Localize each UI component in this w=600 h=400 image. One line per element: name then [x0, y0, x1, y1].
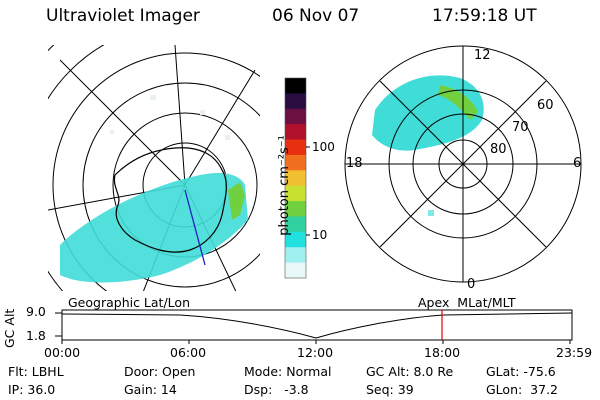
- gain-info: Gain: 14: [124, 382, 177, 397]
- colorbar-segment: [285, 170, 306, 187]
- time-tick-0000: 00:00: [44, 345, 81, 360]
- time-tick-2359: 23:59: [556, 345, 593, 360]
- altitude-chart: [55, 309, 573, 344]
- altitude-curve: [61, 312, 573, 339]
- geographic-image: [48, 45, 260, 291]
- altitude-ylabel: GC Alt: [2, 308, 17, 348]
- colorbar-segment: [285, 247, 306, 264]
- aurora-emission-left: [60, 173, 248, 283]
- time-tick-0600: 06:00: [170, 345, 207, 360]
- date-label: 06 Nov 07: [272, 6, 360, 26]
- colorbar-segment: [285, 154, 306, 171]
- colorbar-tick-100: 100: [312, 140, 335, 154]
- glon-info: GLon: 37.2: [486, 382, 558, 397]
- colorbar-segment: [285, 108, 306, 125]
- time-label: 17:59:18 UT: [432, 6, 537, 26]
- colorbar-segment: [285, 93, 306, 110]
- mode-info: Mode: Normal: [244, 364, 332, 379]
- time-tick-1800: 18:00: [424, 345, 461, 360]
- instrument-title: Ultraviolet Imager: [46, 6, 200, 26]
- ip-info: IP: 36.0: [8, 382, 56, 397]
- door-info: Door: Open: [124, 364, 196, 379]
- colorbar-tick-10: 10: [312, 228, 328, 242]
- colorbar-segment: [285, 201, 306, 217]
- colorbar-unit: photon cm⁻²s⁻¹: [277, 135, 292, 236]
- colorbar-segment: [285, 124, 306, 141]
- altitude-ytick-1-8: 1.8: [26, 328, 46, 343]
- colorbar-segment: [285, 185, 306, 202]
- gc-alt-info: GC Alt: 8.0 Re: [366, 364, 454, 379]
- mlt-label-6: 6: [573, 156, 582, 171]
- mlt-label-0: 0: [467, 277, 476, 292]
- lat-label-70: 70: [512, 120, 529, 135]
- colorbar: [285, 78, 306, 279]
- dsp-info: Dsp: -3.8: [244, 382, 309, 397]
- mlt-label-12: 12: [474, 48, 491, 63]
- colorbar-segment: [285, 78, 306, 94]
- colorbar-segment: [285, 139, 306, 156]
- time-tick-1200: 12:00: [297, 345, 334, 360]
- lat-label-80: 80: [490, 142, 507, 157]
- polar-mlt-plot: [344, 45, 582, 283]
- seq-info: Seq: 39: [366, 382, 414, 397]
- lat-label-60: 60: [537, 98, 554, 113]
- altitude-ytick-9: 9.0: [26, 304, 46, 319]
- coastline: [113, 147, 227, 253]
- colorbar-segment: [285, 216, 306, 233]
- apex-label: Apex MLat/MLT: [418, 295, 516, 310]
- geographic-label: Geographic Lat/Lon: [68, 295, 190, 310]
- mlt-label-18: 18: [346, 156, 363, 171]
- colorbar-segment: [285, 231, 306, 248]
- colorbar-segment: [285, 262, 306, 279]
- glat-info: GLat: -75.6: [486, 364, 556, 379]
- filter-info: Flt: LBHL: [8, 364, 64, 379]
